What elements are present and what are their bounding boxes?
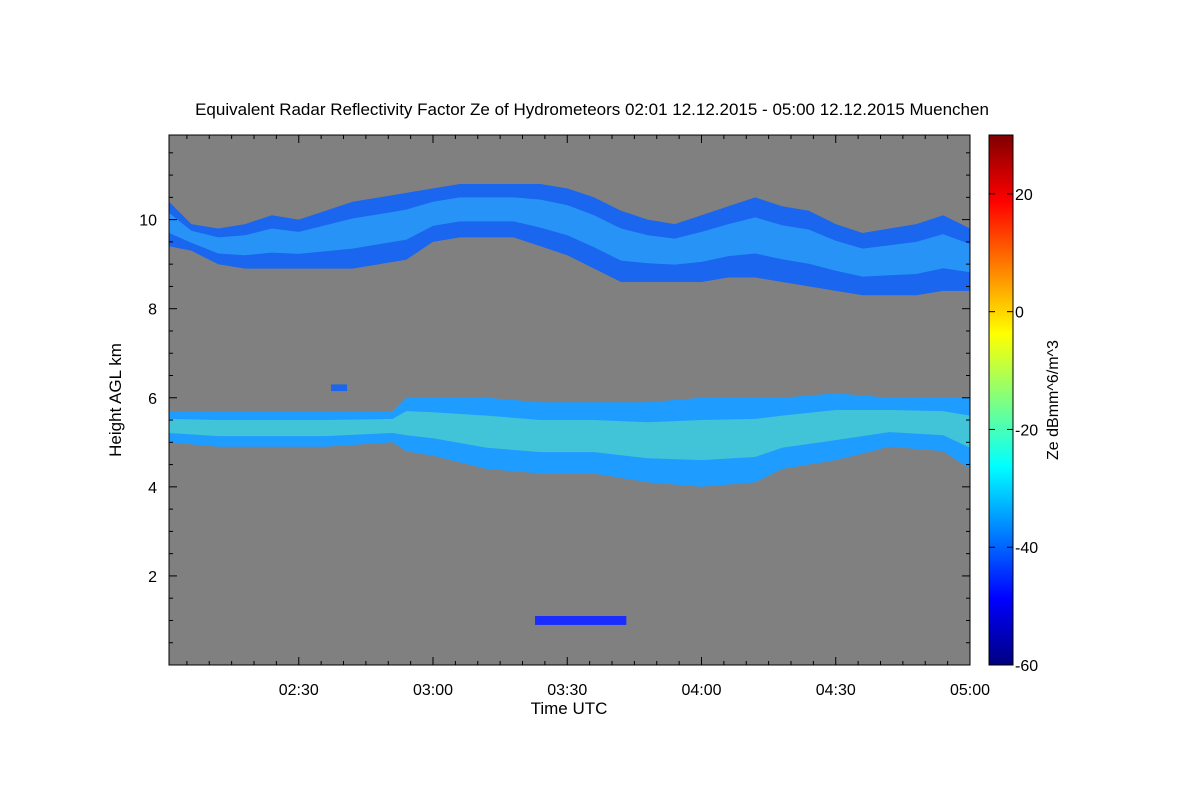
cloud-layer-core-2 — [169, 410, 971, 461]
x-axis: 02:30 03:00 03:30 04:00 04:30 05:00 — [186, 135, 990, 699]
x-tick-label: 02:30 — [279, 682, 319, 699]
x-tick-label: 04:30 — [816, 682, 856, 699]
echo-patch-2 — [535, 616, 627, 625]
colorbar-ticks: 20 0 -20 -40 -60 — [989, 187, 1038, 675]
colorbar-gradient — [988, 134, 1014, 666]
y-axis: 2 4 6 8 10 — [139, 152, 970, 644]
x-axis-label: Time UTC — [531, 699, 608, 718]
y-tick-label: 6 — [148, 391, 157, 408]
x-tick-label: 03:30 — [547, 682, 587, 699]
colorbar: 20 0 -20 -40 -60 Ze dBmm^6/m^3 — [988, 134, 1062, 675]
colorbar-tick-label: -20 — [1015, 422, 1038, 439]
x-tick-label: 05:00 — [950, 682, 990, 699]
x-tick-label: 04:00 — [681, 682, 721, 699]
colorbar-tick-label: -40 — [1015, 540, 1038, 557]
plot-frame — [168, 134, 971, 666]
y-axis-label: Height AGL km — [106, 343, 125, 457]
x-tick-label: 03:00 — [413, 682, 453, 699]
y-tick-label: 10 — [139, 213, 157, 230]
y-tick-label: 2 — [148, 569, 157, 586]
cloud-layer-core-1 — [169, 197, 971, 277]
y-tick-label: 4 — [148, 480, 157, 497]
echo-patch-1 — [330, 384, 348, 392]
colorbar-label: Ze dBmm^6/m^3 — [1045, 340, 1062, 460]
colorbar-tick-label: -60 — [1015, 658, 1038, 675]
cloud-layer-1 — [169, 184, 971, 296]
plot-area — [168, 134, 971, 666]
chart-title: Equivalent Radar Reflectivity Factor Ze … — [195, 100, 989, 119]
y-tick-label: 8 — [148, 302, 157, 319]
colorbar-tick-label: 20 — [1015, 187, 1033, 204]
colorbar-tick-label: 0 — [1015, 305, 1024, 322]
hydrometeor-layers — [169, 184, 971, 625]
